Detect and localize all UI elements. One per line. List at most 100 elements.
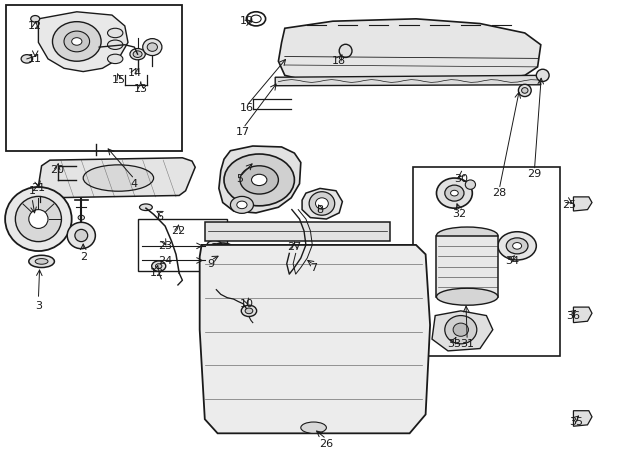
- Ellipse shape: [224, 154, 294, 206]
- Ellipse shape: [316, 198, 328, 209]
- Ellipse shape: [309, 192, 335, 215]
- Ellipse shape: [211, 258, 218, 263]
- Text: 9: 9: [207, 259, 215, 269]
- Ellipse shape: [252, 174, 267, 186]
- Ellipse shape: [301, 422, 326, 433]
- Ellipse shape: [29, 210, 48, 228]
- Text: 5: 5: [237, 174, 243, 184]
- Ellipse shape: [211, 244, 218, 248]
- Polygon shape: [432, 311, 493, 351]
- Ellipse shape: [536, 69, 549, 81]
- Polygon shape: [573, 197, 592, 211]
- Polygon shape: [278, 19, 541, 85]
- Ellipse shape: [108, 28, 123, 38]
- Text: 14: 14: [127, 68, 141, 78]
- Ellipse shape: [445, 316, 477, 344]
- Ellipse shape: [130, 49, 145, 60]
- Ellipse shape: [67, 222, 95, 249]
- Text: 12: 12: [28, 21, 42, 31]
- Polygon shape: [38, 12, 128, 72]
- Text: 15: 15: [111, 75, 125, 85]
- Text: 21: 21: [31, 183, 45, 194]
- Ellipse shape: [518, 84, 531, 97]
- Ellipse shape: [21, 55, 33, 63]
- Ellipse shape: [31, 16, 40, 22]
- Text: 4: 4: [131, 179, 138, 189]
- Ellipse shape: [108, 54, 123, 64]
- Text: 17: 17: [236, 127, 250, 137]
- Text: 23: 23: [158, 241, 172, 251]
- Ellipse shape: [140, 204, 152, 211]
- Ellipse shape: [152, 261, 166, 271]
- Ellipse shape: [453, 323, 468, 336]
- Bar: [138, 219, 227, 271]
- Text: 29: 29: [527, 169, 541, 179]
- Ellipse shape: [78, 215, 84, 220]
- Text: 26: 26: [319, 439, 333, 449]
- Ellipse shape: [445, 185, 464, 201]
- Text: 3: 3: [35, 301, 42, 311]
- Text: 12: 12: [150, 268, 164, 278]
- Ellipse shape: [108, 40, 123, 49]
- Text: 25: 25: [563, 200, 577, 210]
- Text: 16: 16: [239, 103, 253, 114]
- Ellipse shape: [72, 38, 82, 45]
- Ellipse shape: [451, 190, 458, 196]
- Ellipse shape: [513, 243, 522, 249]
- Bar: [6, 5, 182, 151]
- Ellipse shape: [241, 305, 257, 317]
- Text: 34: 34: [505, 256, 519, 267]
- Text: 7: 7: [310, 263, 317, 274]
- Text: 36: 36: [566, 310, 580, 321]
- Ellipse shape: [207, 240, 222, 252]
- Text: 32: 32: [452, 209, 467, 219]
- Text: 13: 13: [134, 84, 148, 95]
- Polygon shape: [573, 411, 592, 426]
- Polygon shape: [573, 307, 592, 323]
- Ellipse shape: [147, 43, 157, 51]
- Text: 2: 2: [79, 252, 87, 262]
- Ellipse shape: [436, 178, 472, 208]
- Text: 33: 33: [447, 339, 461, 349]
- Polygon shape: [302, 188, 342, 219]
- Bar: [205, 222, 390, 241]
- Ellipse shape: [29, 255, 54, 268]
- Ellipse shape: [15, 196, 61, 242]
- Ellipse shape: [465, 180, 476, 189]
- Bar: [436, 236, 498, 297]
- Ellipse shape: [64, 31, 90, 52]
- Text: 19: 19: [239, 16, 253, 26]
- Text: 8: 8: [316, 204, 324, 215]
- Polygon shape: [38, 158, 195, 198]
- Text: 31: 31: [460, 339, 474, 349]
- Ellipse shape: [237, 201, 247, 209]
- Text: 22: 22: [171, 226, 185, 236]
- Text: 30: 30: [454, 174, 468, 184]
- Bar: [413, 167, 560, 356]
- Ellipse shape: [156, 264, 162, 268]
- Ellipse shape: [5, 187, 72, 251]
- Polygon shape: [200, 245, 430, 433]
- Ellipse shape: [35, 189, 46, 197]
- Text: 28: 28: [492, 188, 506, 198]
- Ellipse shape: [339, 44, 352, 57]
- Text: 6: 6: [157, 211, 163, 222]
- Text: 1: 1: [29, 186, 35, 196]
- Text: 18: 18: [332, 56, 346, 66]
- Ellipse shape: [83, 165, 154, 191]
- Ellipse shape: [133, 51, 142, 57]
- Ellipse shape: [436, 227, 498, 244]
- Ellipse shape: [230, 196, 253, 213]
- Ellipse shape: [506, 238, 528, 254]
- Ellipse shape: [52, 22, 101, 61]
- Ellipse shape: [143, 39, 162, 56]
- Text: 11: 11: [28, 54, 42, 64]
- Text: 24: 24: [158, 256, 172, 267]
- Polygon shape: [275, 75, 541, 86]
- Text: 27: 27: [287, 242, 301, 252]
- Ellipse shape: [245, 308, 253, 314]
- Ellipse shape: [498, 232, 536, 260]
- Ellipse shape: [522, 88, 528, 93]
- Ellipse shape: [240, 166, 278, 194]
- Polygon shape: [219, 146, 301, 213]
